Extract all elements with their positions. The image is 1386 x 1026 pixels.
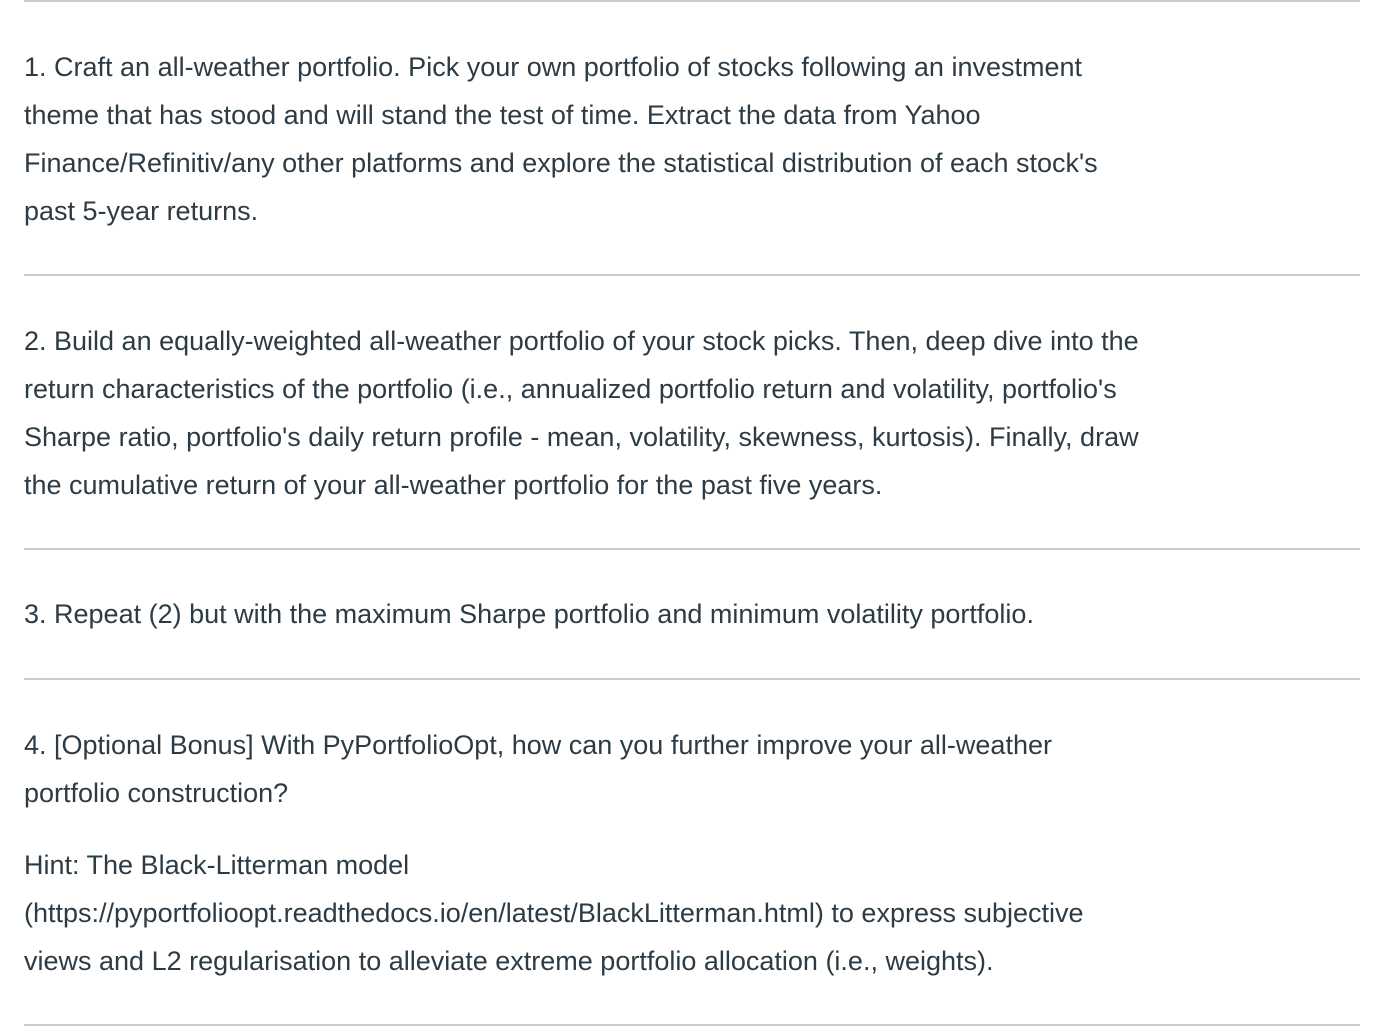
divider xyxy=(24,274,1360,276)
question-3: 3. Repeat (2) but with the maximum Sharp… xyxy=(24,590,1364,638)
text-line: 1. Craft an all-weather portfolio. Pick … xyxy=(24,52,1082,82)
text-line: 2. Build an equally-weighted all-weather… xyxy=(24,326,1139,356)
text-line: Finance/Refinitiv/any other platforms an… xyxy=(24,148,1098,178)
text-line: 3. Repeat (2) but with the maximum Sharp… xyxy=(24,599,1034,629)
text-line: past 5-year returns. xyxy=(24,196,259,226)
text-line: return characteristics of the portfolio … xyxy=(24,374,1117,404)
text-line: 4. [Optional Bonus] With PyPortfolioOpt,… xyxy=(24,730,1052,760)
divider xyxy=(24,1024,1360,1026)
hint-line: Hint: The Black-Litterman model xyxy=(24,850,410,880)
text-line: the cumulative return of your all-weathe… xyxy=(24,470,883,500)
hint-line: views and L2 regularisation to alleviate… xyxy=(24,946,994,976)
divider xyxy=(24,548,1360,550)
text-line: theme that has stood and will stand the … xyxy=(24,100,981,130)
divider xyxy=(24,678,1360,680)
question-2: 2. Build an equally-weighted all-weather… xyxy=(24,317,1364,509)
question-1: 1. Craft an all-weather portfolio. Pick … xyxy=(24,43,1364,235)
divider xyxy=(24,0,1360,2)
text-line: Sharpe ratio, portfolio's daily return p… xyxy=(24,422,1139,452)
hint-line: (https://pyportfolioopt.readthedocs.io/e… xyxy=(24,898,1084,928)
text-line: portfolio construction? xyxy=(24,778,289,808)
question-4: 4. [Optional Bonus] With PyPortfolioOpt,… xyxy=(24,721,1364,817)
hint: Hint: The Black-Litterman model (https:/… xyxy=(24,841,1364,985)
